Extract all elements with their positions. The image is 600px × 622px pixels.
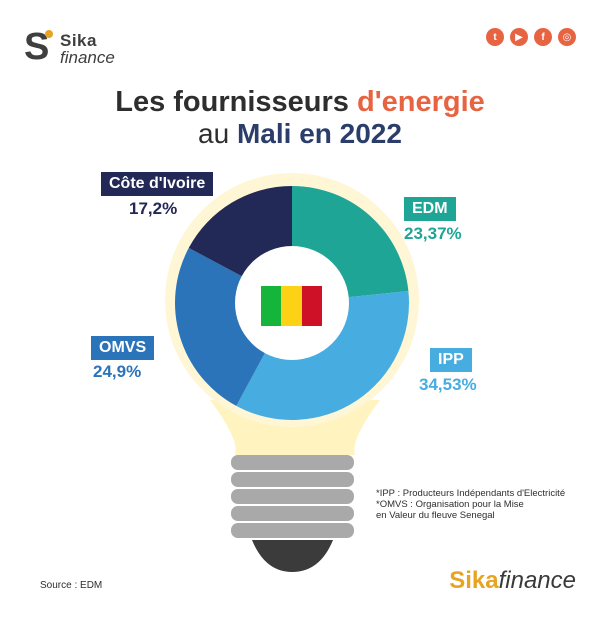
bulb-ring-2 — [231, 472, 354, 487]
flag-green — [261, 286, 281, 326]
source-text: Source : EDM — [40, 580, 103, 591]
brand-logo[interactable]: Sikafinance — [449, 567, 576, 595]
footnote-omvs-cont: en Valeur du fleuve Senegal — [376, 510, 495, 521]
bulb-ring-1 — [231, 455, 354, 470]
social-links: t ▶ f ◎ — [486, 28, 576, 46]
bulb-ring-3 — [231, 489, 354, 504]
logo-text-finance: finance — [60, 48, 115, 67]
brand-finance: finance — [498, 567, 576, 594]
title-navy: Mali en 2022 — [236, 118, 402, 149]
label-box-edm: EDM — [404, 197, 456, 221]
youtube-icon[interactable]: ▶ — [510, 28, 528, 46]
mali-flag — [261, 286, 322, 326]
logo-dot — [45, 30, 53, 38]
label-box-omvs: OMVS — [91, 336, 155, 360]
footnote-ipp: *IPP : Producteurs Indépendants d'Electr… — [376, 488, 566, 499]
sikafinance-logo[interactable]: S Sika finance — [24, 26, 144, 68]
bulb-base — [231, 455, 354, 572]
instagram-icon[interactable]: ◎ — [558, 28, 576, 46]
bulb-ring-4 — [231, 506, 354, 521]
bulb-cap — [252, 540, 333, 572]
flag-yellow — [281, 286, 302, 326]
title-part1: Les fournisseurs — [115, 86, 357, 118]
title-part3: au — [198, 118, 237, 149]
title-accent: d'energie — [356, 86, 485, 118]
value-cote-divoire: 17,2% — [129, 199, 178, 218]
bulb-ring-5 — [231, 523, 354, 538]
chart-title-line2: au Mali en 2022 — [0, 118, 600, 150]
logo-text-sika: Sika — [60, 31, 97, 50]
label-box-cote-divoire: Côte d'Ivoire — [101, 172, 214, 196]
value-omvs: 24,9% — [93, 362, 142, 381]
facebook-icon[interactable]: f — [534, 28, 552, 46]
value-ipp: 34,53% — [419, 375, 477, 394]
brand-sika: Sika — [449, 567, 499, 594]
label-box-ipp: IPP — [430, 348, 472, 372]
footnotes: *IPP : Producteurs Indépendants d'Electr… — [376, 488, 565, 521]
flag-red — [302, 286, 322, 326]
pie-slice-ipp — [236, 291, 410, 420]
value-edm: 23,37% — [404, 224, 462, 243]
footnote-omvs: *OMVS : Organisation pour la Mise — [376, 499, 524, 510]
chart-title-line1: Les fournisseurs d'energie — [0, 86, 600, 119]
twitter-icon[interactable]: t — [486, 28, 504, 46]
